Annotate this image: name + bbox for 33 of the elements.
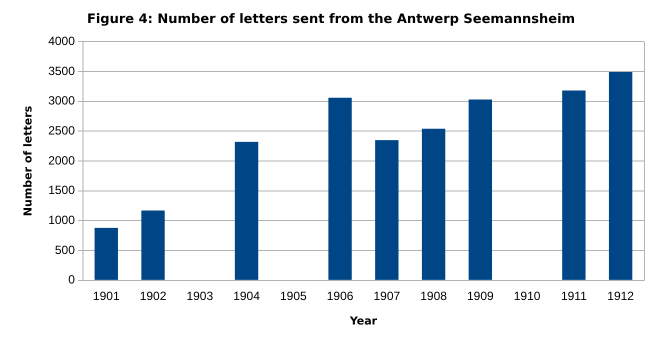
x-tick-label: 1903: [186, 288, 214, 303]
bar: [468, 100, 492, 280]
x-tick-label: 1904: [233, 288, 260, 303]
y-tick-label: 0: [68, 272, 76, 287]
bar: [328, 98, 352, 280]
x-tick-label: 1912: [607, 288, 634, 303]
x-tick-label: 1908: [420, 288, 448, 303]
y-tick-label: 2500: [48, 123, 76, 138]
y-tick-label: 1000: [48, 213, 76, 228]
x-tick-label: 1911: [560, 288, 588, 303]
y-tick-label: 1500: [48, 183, 76, 198]
chart-title: Figure 4: Number of letters sent from the Antwerp Seemannsheim: [86, 12, 576, 28]
x-tick-label: 1906: [326, 288, 354, 303]
bar: [234, 142, 258, 280]
x-tick-label: 1909: [466, 288, 494, 303]
x-tick-label: 1910: [514, 288, 541, 303]
y-axis-title: Number of letters: [21, 105, 34, 216]
y-tick-label: 3000: [48, 94, 76, 108]
y-tick-label: 2000: [48, 153, 76, 168]
bar: [94, 228, 118, 280]
y-tick-label: 3500: [48, 64, 76, 78]
bar: [422, 128, 446, 280]
bar: [375, 140, 399, 280]
x-tick-label: 1901: [92, 288, 120, 303]
x-tick-label: 1905: [280, 288, 307, 303]
bar: [141, 210, 165, 280]
x-tick-label: 1902: [140, 288, 167, 303]
y-tick-label: 500: [54, 242, 76, 257]
bar: [562, 90, 586, 280]
x-tick-label: 1907: [373, 288, 400, 303]
bar: [608, 72, 632, 280]
y-tick-label: 4000: [48, 34, 76, 48]
x-axis-title: Year: [348, 314, 378, 328]
